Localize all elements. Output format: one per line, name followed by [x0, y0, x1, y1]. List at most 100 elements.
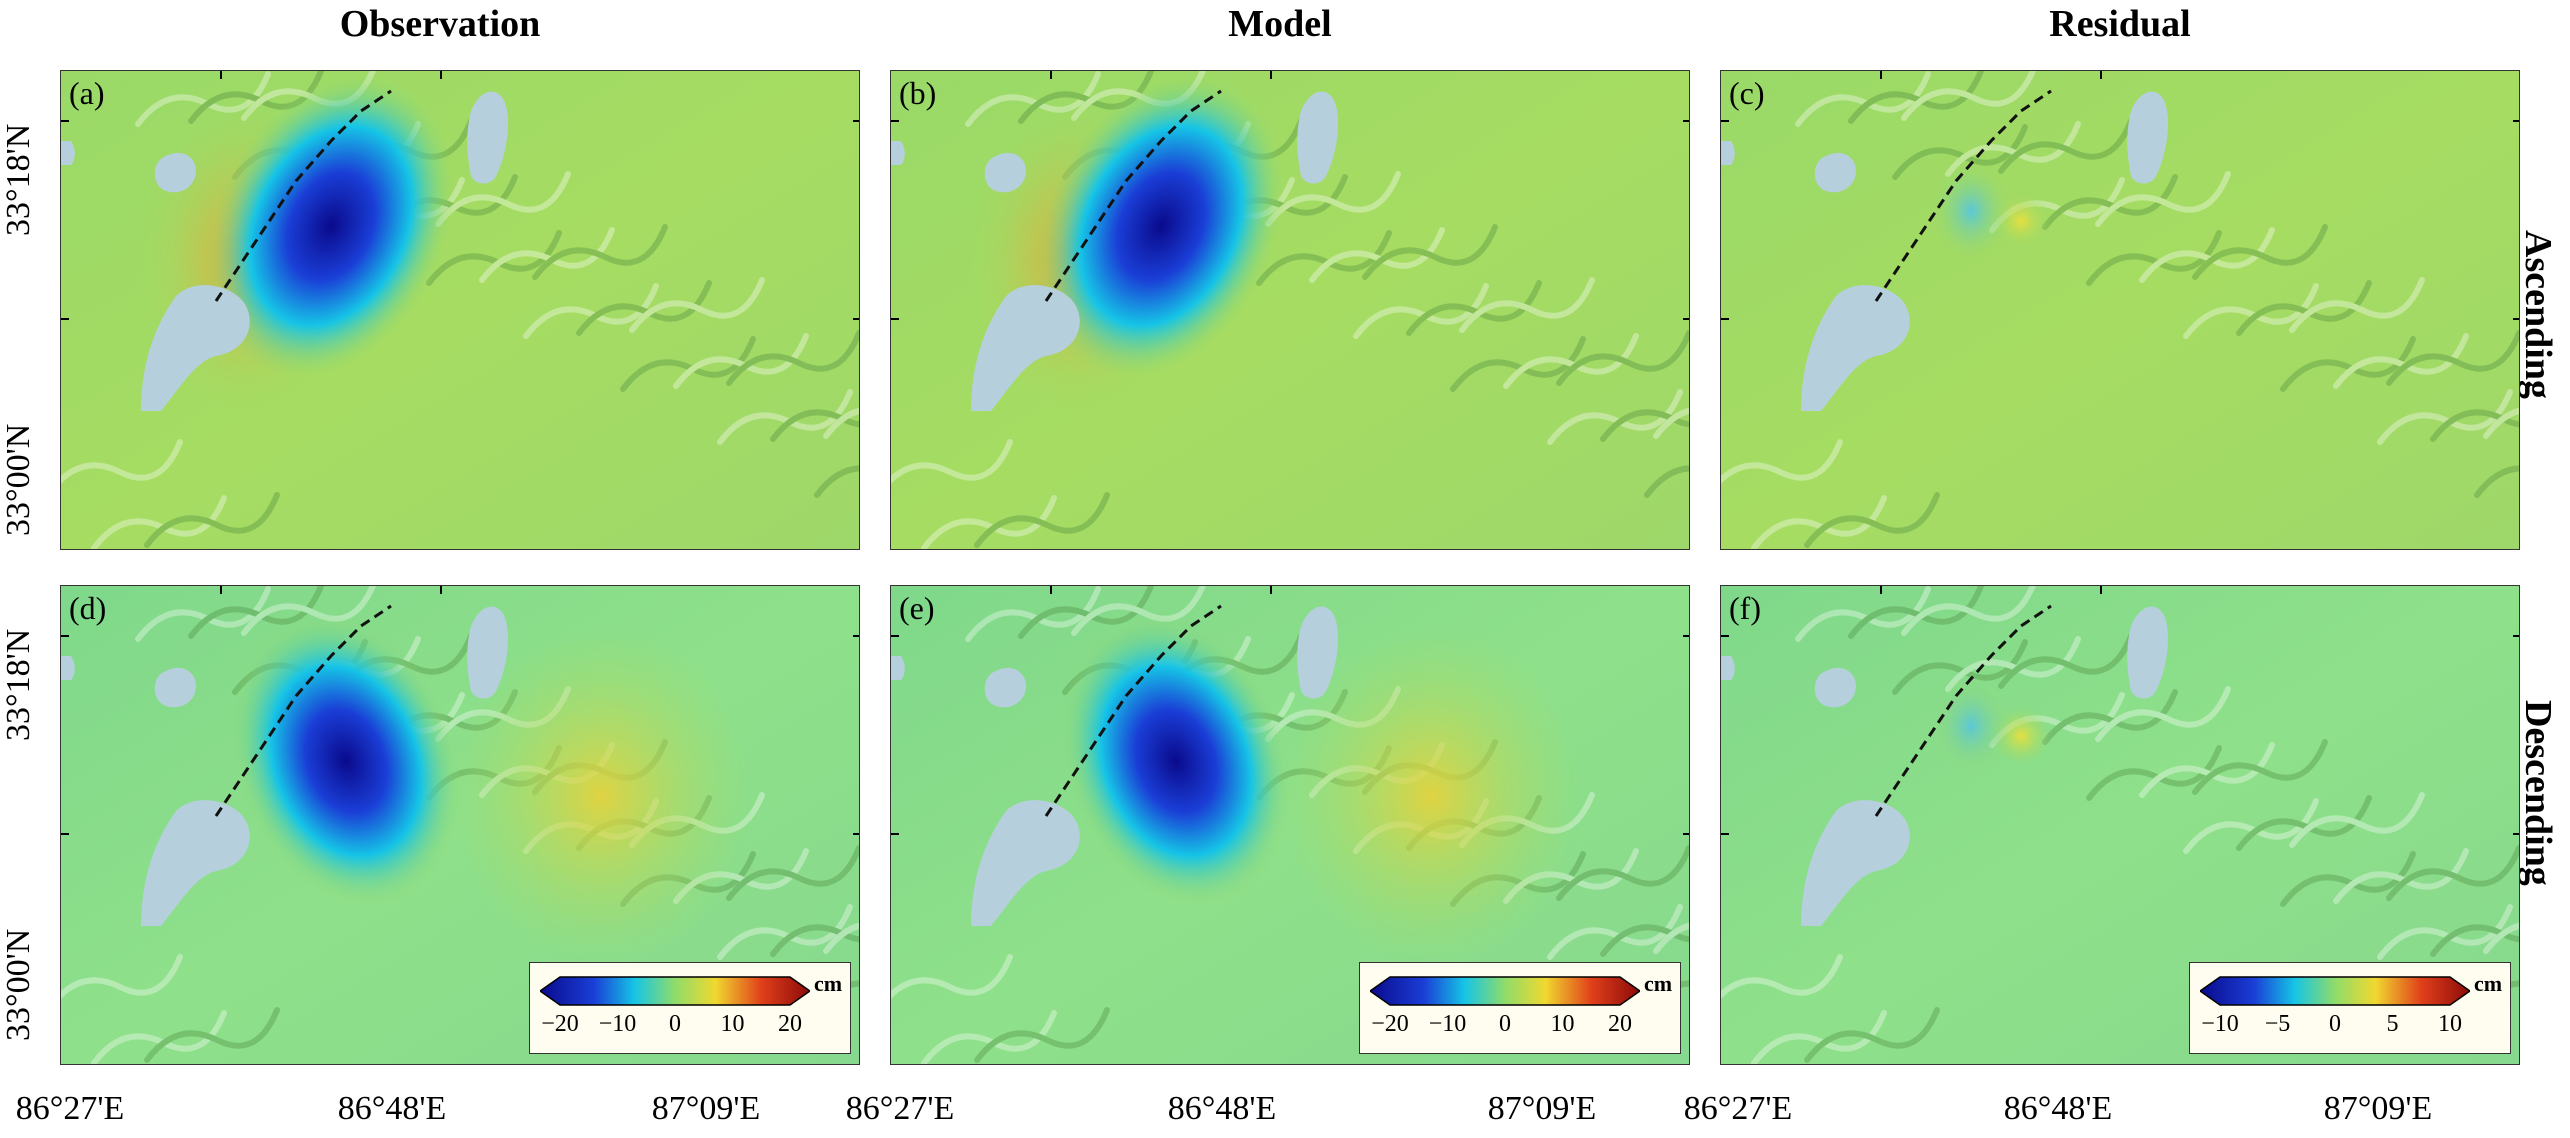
lake-north-east [467, 91, 508, 184]
fault-trace [1874, 89, 2052, 302]
subsidence-lobe [1036, 73, 1286, 379]
column-title-model: Model [1228, 3, 1332, 45]
residual-spot [1931, 676, 2011, 776]
panel-letter: (d) [69, 590, 107, 626]
lake-south [971, 800, 1080, 926]
lake-north-east [467, 606, 508, 699]
lake-west [1814, 152, 1856, 193]
colorbar-tick-label: −20 [1371, 1011, 1409, 1037]
fault-trace [1044, 89, 1222, 302]
colorbar-gradient [2200, 976, 2470, 1006]
subsidence-lobe [1060, 615, 1292, 907]
column-title-observation: Observation [339, 3, 541, 45]
uplift-lobe [451, 626, 751, 966]
deformation-map [61, 71, 859, 549]
lat-label-33-18-bottom: 33°18'N [0, 628, 37, 742]
colorbar-tick-label: −10 [1428, 1011, 1467, 1037]
fault-trace [214, 89, 392, 302]
lake-west [984, 667, 1026, 708]
lon-label-86-27-1: 86°27'E [15, 1090, 125, 1127]
lake-north-east [2127, 91, 2168, 184]
lon-label-86-27-2: 86°27'E [845, 1090, 955, 1127]
colorbar-ramp [2200, 976, 2470, 1006]
lake-west [1814, 667, 1856, 708]
lake-south [141, 285, 250, 411]
colorbar: cm −10 −5 0 5 10 [2189, 962, 2511, 1054]
lakes [891, 606, 1338, 926]
colorbar-tick-label: 20 [778, 1011, 802, 1037]
colorbar-gradient [1370, 976, 1640, 1006]
uplift-lobe [1281, 626, 1581, 966]
lon-label-86-48-3: 86°48'E [2003, 1090, 2113, 1127]
panel-letter: (b) [899, 75, 937, 111]
colorbar-tick-label: 10 [720, 1011, 745, 1037]
lake-north-east [2127, 606, 2168, 699]
colorbar-tick-label: 5 [2386, 1011, 2399, 1037]
colorbar-ramp [1370, 976, 1640, 1006]
deformation-map [891, 71, 1689, 549]
column-title-residual: Residual [2049, 3, 2191, 45]
panel-letter: (c) [1729, 75, 1765, 111]
colorbar: cm −20 −10 0 10 20 [529, 962, 851, 1054]
panel-f: (f) cm −10 −5 0 5 10 [1720, 585, 2520, 1065]
residual-spot [1931, 161, 2011, 261]
lakes [891, 91, 1338, 411]
lake-south [971, 285, 1080, 411]
lake-north-east [1297, 91, 1338, 184]
panel-b: (b) [890, 70, 1690, 550]
lake-north-east [1297, 606, 1338, 699]
lake-edge [891, 656, 905, 680]
panel-e: (e) cm −20 −10 0 10 20 [890, 585, 1690, 1065]
colorbar-unit: cm [814, 971, 843, 996]
lake-west [984, 152, 1026, 193]
deformation-map [1721, 71, 2519, 549]
lake-edge [61, 656, 75, 680]
lakes [1721, 606, 2168, 926]
lat-label-33-18-top: 33°18'N [0, 123, 37, 237]
fault-trace [1874, 604, 2052, 817]
terrain-shading [1721, 71, 2519, 549]
deformation-map [61, 586, 859, 1064]
lake-south [1801, 800, 1910, 926]
subsidence-lobe [206, 73, 456, 379]
panel-letter: (f) [1729, 590, 1761, 626]
lat-label-33-00-top: 33°00'N [0, 423, 37, 537]
colorbar-ramp [540, 976, 810, 1006]
lon-label-86-48-2: 86°48'E [1167, 1090, 1277, 1127]
panel-a: (a) [60, 70, 860, 550]
lon-label-86-48-1: 86°48'E [337, 1090, 447, 1127]
lakes [61, 91, 508, 411]
lat-label-33-00-bottom: 33°00'N [0, 928, 37, 1042]
lake-edge [1721, 656, 1735, 680]
colorbar-tick-label: 10 [1550, 1011, 1575, 1037]
colorbar-tick-label: 10 [2438, 1011, 2462, 1037]
colorbar-tick-label: 0 [1499, 1011, 1511, 1037]
colorbar-tick-label: 20 [1608, 1011, 1632, 1037]
lon-label-86-27-3: 86°27'E [1683, 1090, 1793, 1127]
subsidence-lobe [230, 615, 462, 907]
lon-label-87-09-2: 87°09'E [1487, 1090, 1597, 1127]
panel-letter: (a) [69, 75, 105, 111]
colorbar-unit: cm [1644, 971, 1673, 996]
colorbar-gradient [540, 976, 810, 1006]
terrain-shading [1721, 586, 2519, 1064]
colorbar-tick-label: −10 [2201, 1011, 2239, 1037]
lake-edge [891, 141, 905, 165]
panel-letter: (e) [899, 590, 935, 626]
lakes [61, 606, 508, 926]
colorbar: cm −20 −10 0 10 20 [1359, 962, 1681, 1054]
row-title-ascending: Ascending [2517, 230, 2559, 399]
fault-trace [1044, 604, 1222, 817]
colorbar-tick-label: 0 [669, 1011, 681, 1037]
lakes [1721, 91, 2168, 411]
colorbar-tick-label: −20 [541, 1011, 579, 1037]
panel-c: (c) [1720, 70, 2520, 550]
lake-west [154, 667, 196, 708]
lon-label-87-09-1: 87°09'E [651, 1090, 761, 1127]
colorbar-tick-label: −10 [598, 1011, 637, 1037]
lake-south [1801, 285, 1910, 411]
lake-edge [1721, 141, 1735, 165]
colorbar-unit: cm [2474, 971, 2503, 996]
fault-trace [214, 604, 392, 817]
lake-south [141, 800, 250, 926]
